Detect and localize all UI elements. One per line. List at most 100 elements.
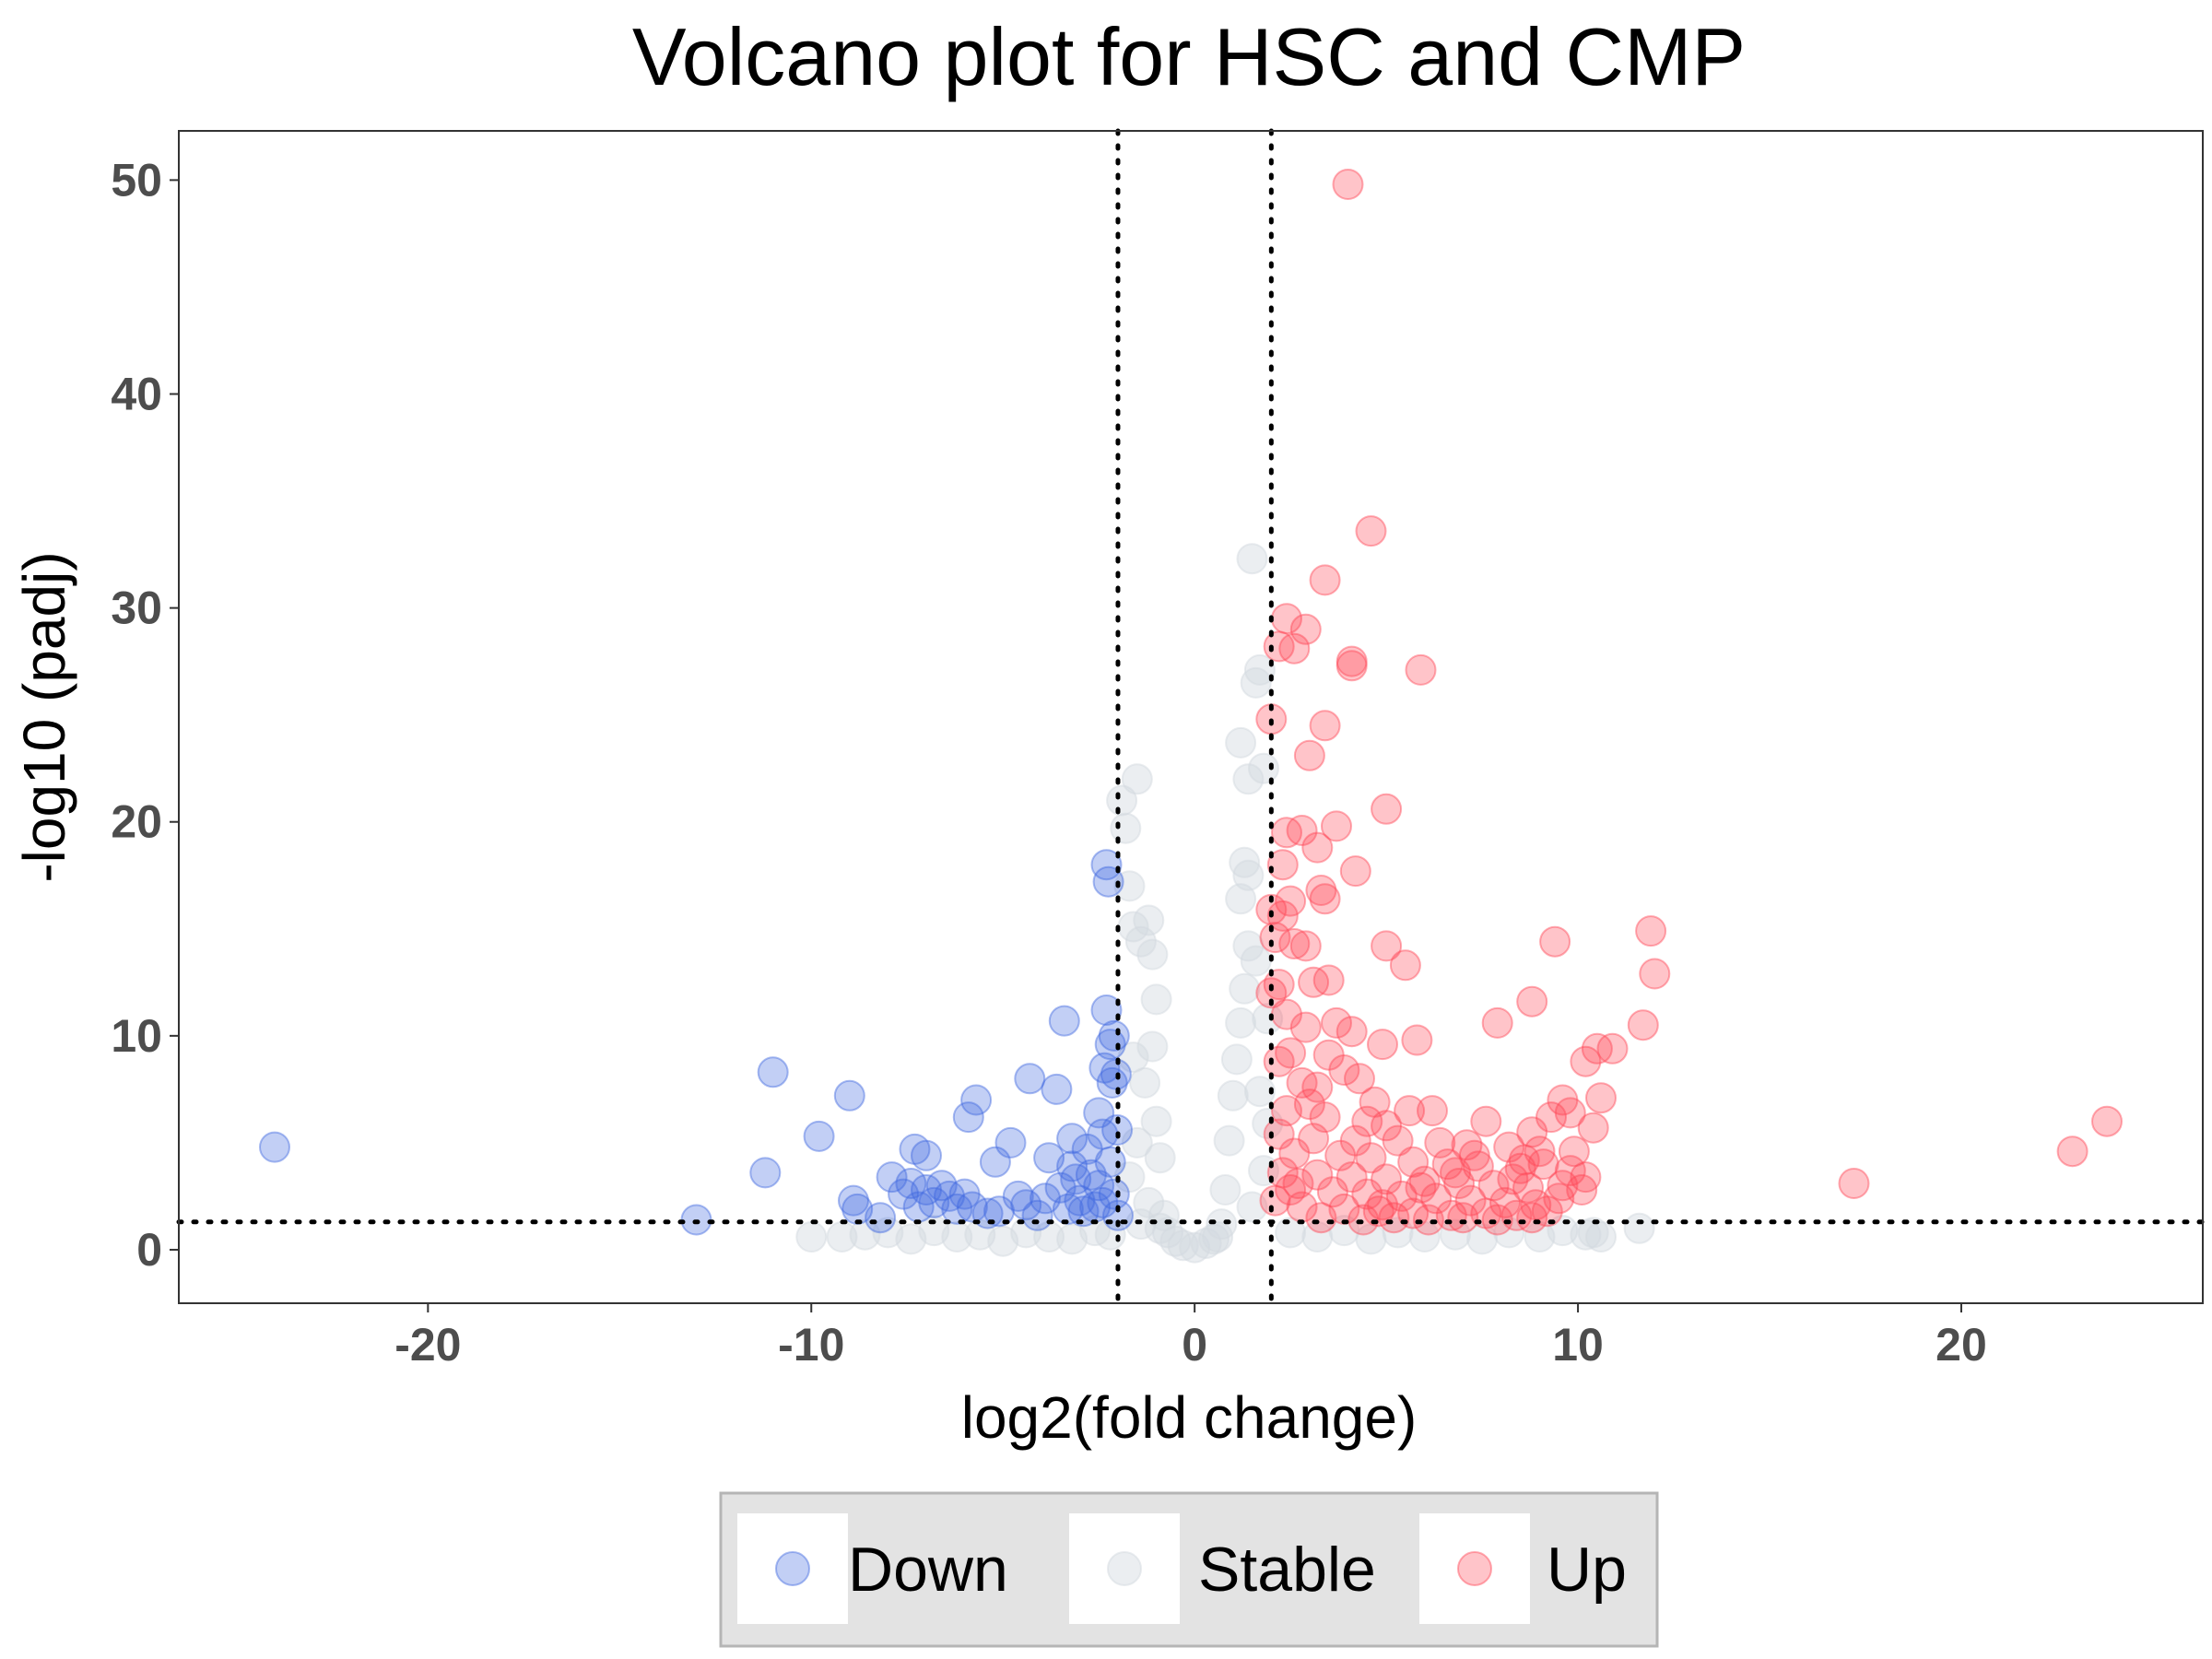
point-down [1044, 1171, 1077, 1204]
point-stable [1232, 930, 1265, 962]
point-up [1481, 1006, 1513, 1039]
point-down [895, 1168, 927, 1199]
point-up [1263, 630, 1295, 663]
point-stable [1240, 945, 1272, 977]
point-stable [1466, 1223, 1499, 1255]
legend-key-up [1419, 1513, 1530, 1624]
point-down [1056, 1123, 1088, 1155]
point-up [1497, 1163, 1529, 1195]
point-up [1477, 1170, 1510, 1202]
point-up [1435, 1199, 1467, 1231]
point-up [1335, 645, 1368, 677]
point-stable [1106, 784, 1138, 817]
point-up [1385, 1180, 1418, 1212]
point-up [1339, 1124, 1371, 1157]
point-stable [1275, 1217, 1307, 1249]
point-up [1271, 1095, 1302, 1127]
point-stable [1167, 1230, 1199, 1262]
point-up [1389, 949, 1421, 982]
point-down [833, 1079, 865, 1112]
point-up [1417, 1095, 1448, 1127]
legend: Down Stable Up [719, 1491, 1659, 1648]
point-stable [1121, 1126, 1153, 1159]
point-up [1309, 883, 1341, 915]
point-stable [1623, 1212, 1655, 1244]
point-stable [1229, 972, 1261, 1005]
plot-area [176, 128, 2206, 1306]
point-up [1312, 1039, 1345, 1071]
point-down [757, 1056, 789, 1088]
point-up [1266, 849, 1299, 881]
point-up [1570, 1161, 1602, 1194]
point-down [899, 1133, 931, 1165]
point-up [1266, 1157, 1299, 1189]
y-tick-label: 40 [111, 369, 162, 420]
point-up [1539, 925, 1571, 958]
point-down [960, 1084, 993, 1116]
point-up [1371, 1110, 1403, 1142]
point-stable [1140, 1105, 1172, 1137]
point-up [1566, 1174, 1598, 1206]
point-down [1090, 994, 1123, 1026]
point-up [1301, 1071, 1334, 1103]
point-up [1278, 928, 1311, 959]
point-up [1581, 1032, 1613, 1065]
point-up [1301, 1159, 1334, 1191]
point-down [956, 1191, 988, 1223]
point-up [1328, 1054, 1360, 1086]
point-down [941, 1193, 973, 1225]
point-stable [1493, 1217, 1525, 1249]
point-up [1271, 817, 1302, 849]
point-stable [1252, 1003, 1284, 1035]
point-down [1052, 1193, 1084, 1225]
point-down [983, 1195, 1015, 1228]
point-stable [1440, 1218, 1471, 1251]
y-axis-ticks: 0 10 20 30 40 50 [111, 154, 179, 1276]
point-up [1570, 1045, 1602, 1077]
point-up [1321, 1006, 1352, 1039]
point-stable [1136, 938, 1169, 971]
point-stable [1121, 763, 1153, 795]
point-up [1382, 1124, 1414, 1157]
legend-key-down [737, 1513, 848, 1624]
point-down [259, 1131, 290, 1163]
point-up [1367, 1189, 1398, 1221]
point-stable [1382, 1217, 1414, 1249]
point-up [1316, 1176, 1348, 1208]
point-down [1083, 1170, 1115, 1202]
point-stable [1229, 846, 1261, 878]
point-up [1512, 1171, 1544, 1204]
point-stable [1225, 1006, 1257, 1039]
point-up [1412, 1204, 1444, 1236]
legend-marker-down [775, 1551, 810, 1586]
point-up [1355, 515, 1387, 547]
point-down [838, 1184, 869, 1217]
point-down [918, 1186, 950, 1218]
legend-label-stable: Stable [1198, 1535, 1376, 1605]
point-up [1278, 1137, 1311, 1170]
point-up [1577, 1112, 1609, 1144]
point-down [1014, 1063, 1046, 1095]
point-stable [1225, 726, 1257, 759]
point-up [1431, 1148, 1464, 1181]
point-up [1547, 1170, 1579, 1202]
point-up [1516, 1202, 1548, 1234]
point-stable [1355, 1223, 1387, 1255]
x-tick-label: 10 [1552, 1319, 1604, 1371]
point-up [1275, 1174, 1307, 1206]
x-axis-title: log2(fold change) [961, 1384, 1418, 1451]
point-up [1298, 966, 1330, 998]
point-up [1547, 1084, 1579, 1116]
point-up [1394, 1095, 1426, 1127]
point-stable [1209, 1174, 1241, 1206]
point-up [1454, 1184, 1487, 1217]
point-up [1493, 1131, 1525, 1163]
point-up [1347, 1204, 1380, 1236]
point-down [1056, 1150, 1088, 1182]
point-up [1282, 1168, 1314, 1199]
point-stable [849, 1218, 881, 1251]
point-up [1401, 1024, 1433, 1056]
point-down [934, 1180, 965, 1212]
point-up [1335, 1016, 1368, 1048]
point-up [1275, 885, 1307, 917]
